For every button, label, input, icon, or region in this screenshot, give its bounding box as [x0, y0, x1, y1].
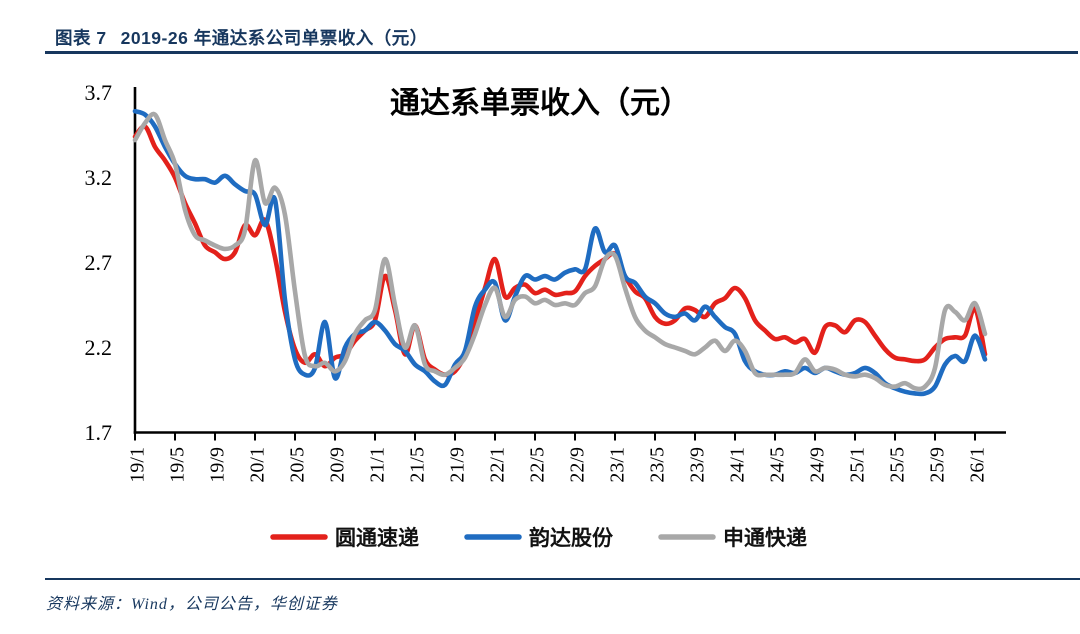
y-tick-label: 2.2: [85, 335, 113, 360]
x-tick-label: 24/5: [767, 447, 789, 483]
legend: 圆通速递 韵达股份 申通快递: [270, 526, 807, 550]
x-tick-label: 24/1: [727, 447, 749, 483]
axes: [133, 87, 1006, 434]
figure-title: 2019-26 年通达系公司单票收入（元）: [120, 28, 428, 48]
legend-item: 申通快递: [658, 526, 807, 550]
series-line-0: [132, 124, 988, 378]
x-axis: 19/1 19/5 19/9 20/1 20/5 20/9 21/1 21/5 21/9 22/1…: [127, 432, 989, 483]
x-tick-label: 21/5: [407, 447, 429, 483]
figure-number: 图表 7: [55, 28, 107, 48]
series-line-2: [132, 111, 988, 392]
x-tick-label: 21/9: [447, 447, 469, 483]
x-tick-label: 19/9: [207, 447, 229, 483]
x-tick-label: 21/1: [367, 447, 389, 483]
line-chart: 通达系单票收入（元） 3.7 3.2 2.7 2.2 1.7 19/1 19/5 19/9 2…: [85, 80, 1006, 550]
chart-title: 通达系单票收入（元）: [390, 86, 690, 120]
x-tick-label: 19/1: [127, 447, 149, 483]
x-tick-label: 23/5: [647, 447, 669, 483]
x-tick-label: 24/9: [807, 447, 829, 483]
legend-label-yto: 圆通速递: [335, 526, 419, 550]
x-tick-label: 20/1: [247, 447, 269, 483]
y-tick-label: 3.7: [85, 80, 113, 105]
legend-item: 圆通速递: [270, 526, 419, 550]
y-tick-label: 3.2: [85, 165, 113, 190]
x-tick-label: 20/9: [327, 447, 349, 483]
series-lines: [132, 108, 988, 397]
legend-label-sto: 申通快递: [723, 526, 807, 550]
x-tick-label: 22/5: [527, 447, 549, 483]
x-tick-label: 25/9: [927, 447, 949, 483]
y-tick-label: 1.7: [85, 420, 113, 445]
x-tick-label: 26/1: [967, 447, 989, 483]
y-axis: 3.7 3.2 2.7 2.2 1.7: [85, 80, 113, 445]
header-rule: [45, 51, 1078, 54]
footer-rule: [45, 578, 1080, 580]
legend-item: 韵达股份: [464, 526, 614, 550]
figure-header: 图表 7 2019-26 年通达系公司单票收入（元）: [55, 25, 428, 50]
x-tick-label: 20/5: [287, 447, 309, 483]
x-tick-label: 25/1: [847, 447, 869, 483]
x-tick-label: 22/1: [487, 447, 509, 483]
x-tick-label: 23/1: [607, 447, 629, 483]
series-line-1: [132, 108, 988, 397]
x-tick-label: 25/5: [887, 447, 909, 483]
legend-label-yunda: 韵达股份: [529, 526, 614, 550]
x-tick-label: 19/5: [167, 447, 189, 483]
x-tick-label: 22/9: [567, 447, 589, 483]
y-tick-label: 2.7: [85, 250, 113, 275]
x-tick-label: 23/9: [687, 447, 709, 483]
source-note: 资料来源：Wind，公司公告，华创证券: [46, 596, 338, 613]
